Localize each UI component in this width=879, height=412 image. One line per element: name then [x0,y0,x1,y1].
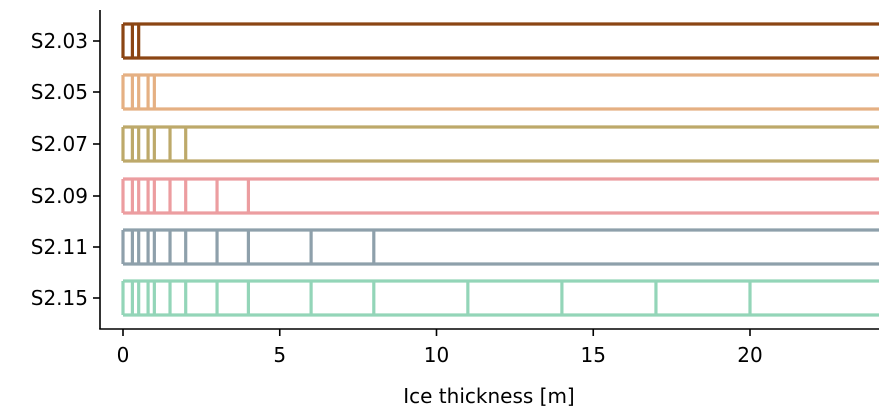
bar-s2-07 [121,125,879,163]
y-tick-label: S2.15 [31,286,88,310]
x-axis-label: Ice thickness [m] [403,384,574,408]
y-ticks: S2.03 S2.05 S2.07 S2.09 S2.11 S2.15 [31,29,100,310]
bar-s2-05 [121,73,879,111]
x-ticks: 0 5 10 15 20 [117,329,763,367]
x-tick-label: 20 [737,343,762,367]
bar-s2-09 [121,177,879,215]
axes-layer [99,10,879,330]
y-tick-label: S2.03 [31,29,88,53]
y-tick-label: S2.07 [31,132,88,156]
y-tick-label: S2.09 [31,184,88,208]
x-tick-label: 5 [273,343,286,367]
y-tick-label: S2.11 [31,235,88,259]
bar-s2-03 [121,22,879,60]
x-tick-label: 10 [424,343,449,367]
y-tick-label: S2.05 [31,80,88,104]
bar-s2-11 [121,228,879,266]
x-tick-label: 15 [581,343,606,367]
bar-s2-15 [121,279,879,317]
x-tick-label: 0 [117,343,130,367]
bars-layer [121,22,879,317]
